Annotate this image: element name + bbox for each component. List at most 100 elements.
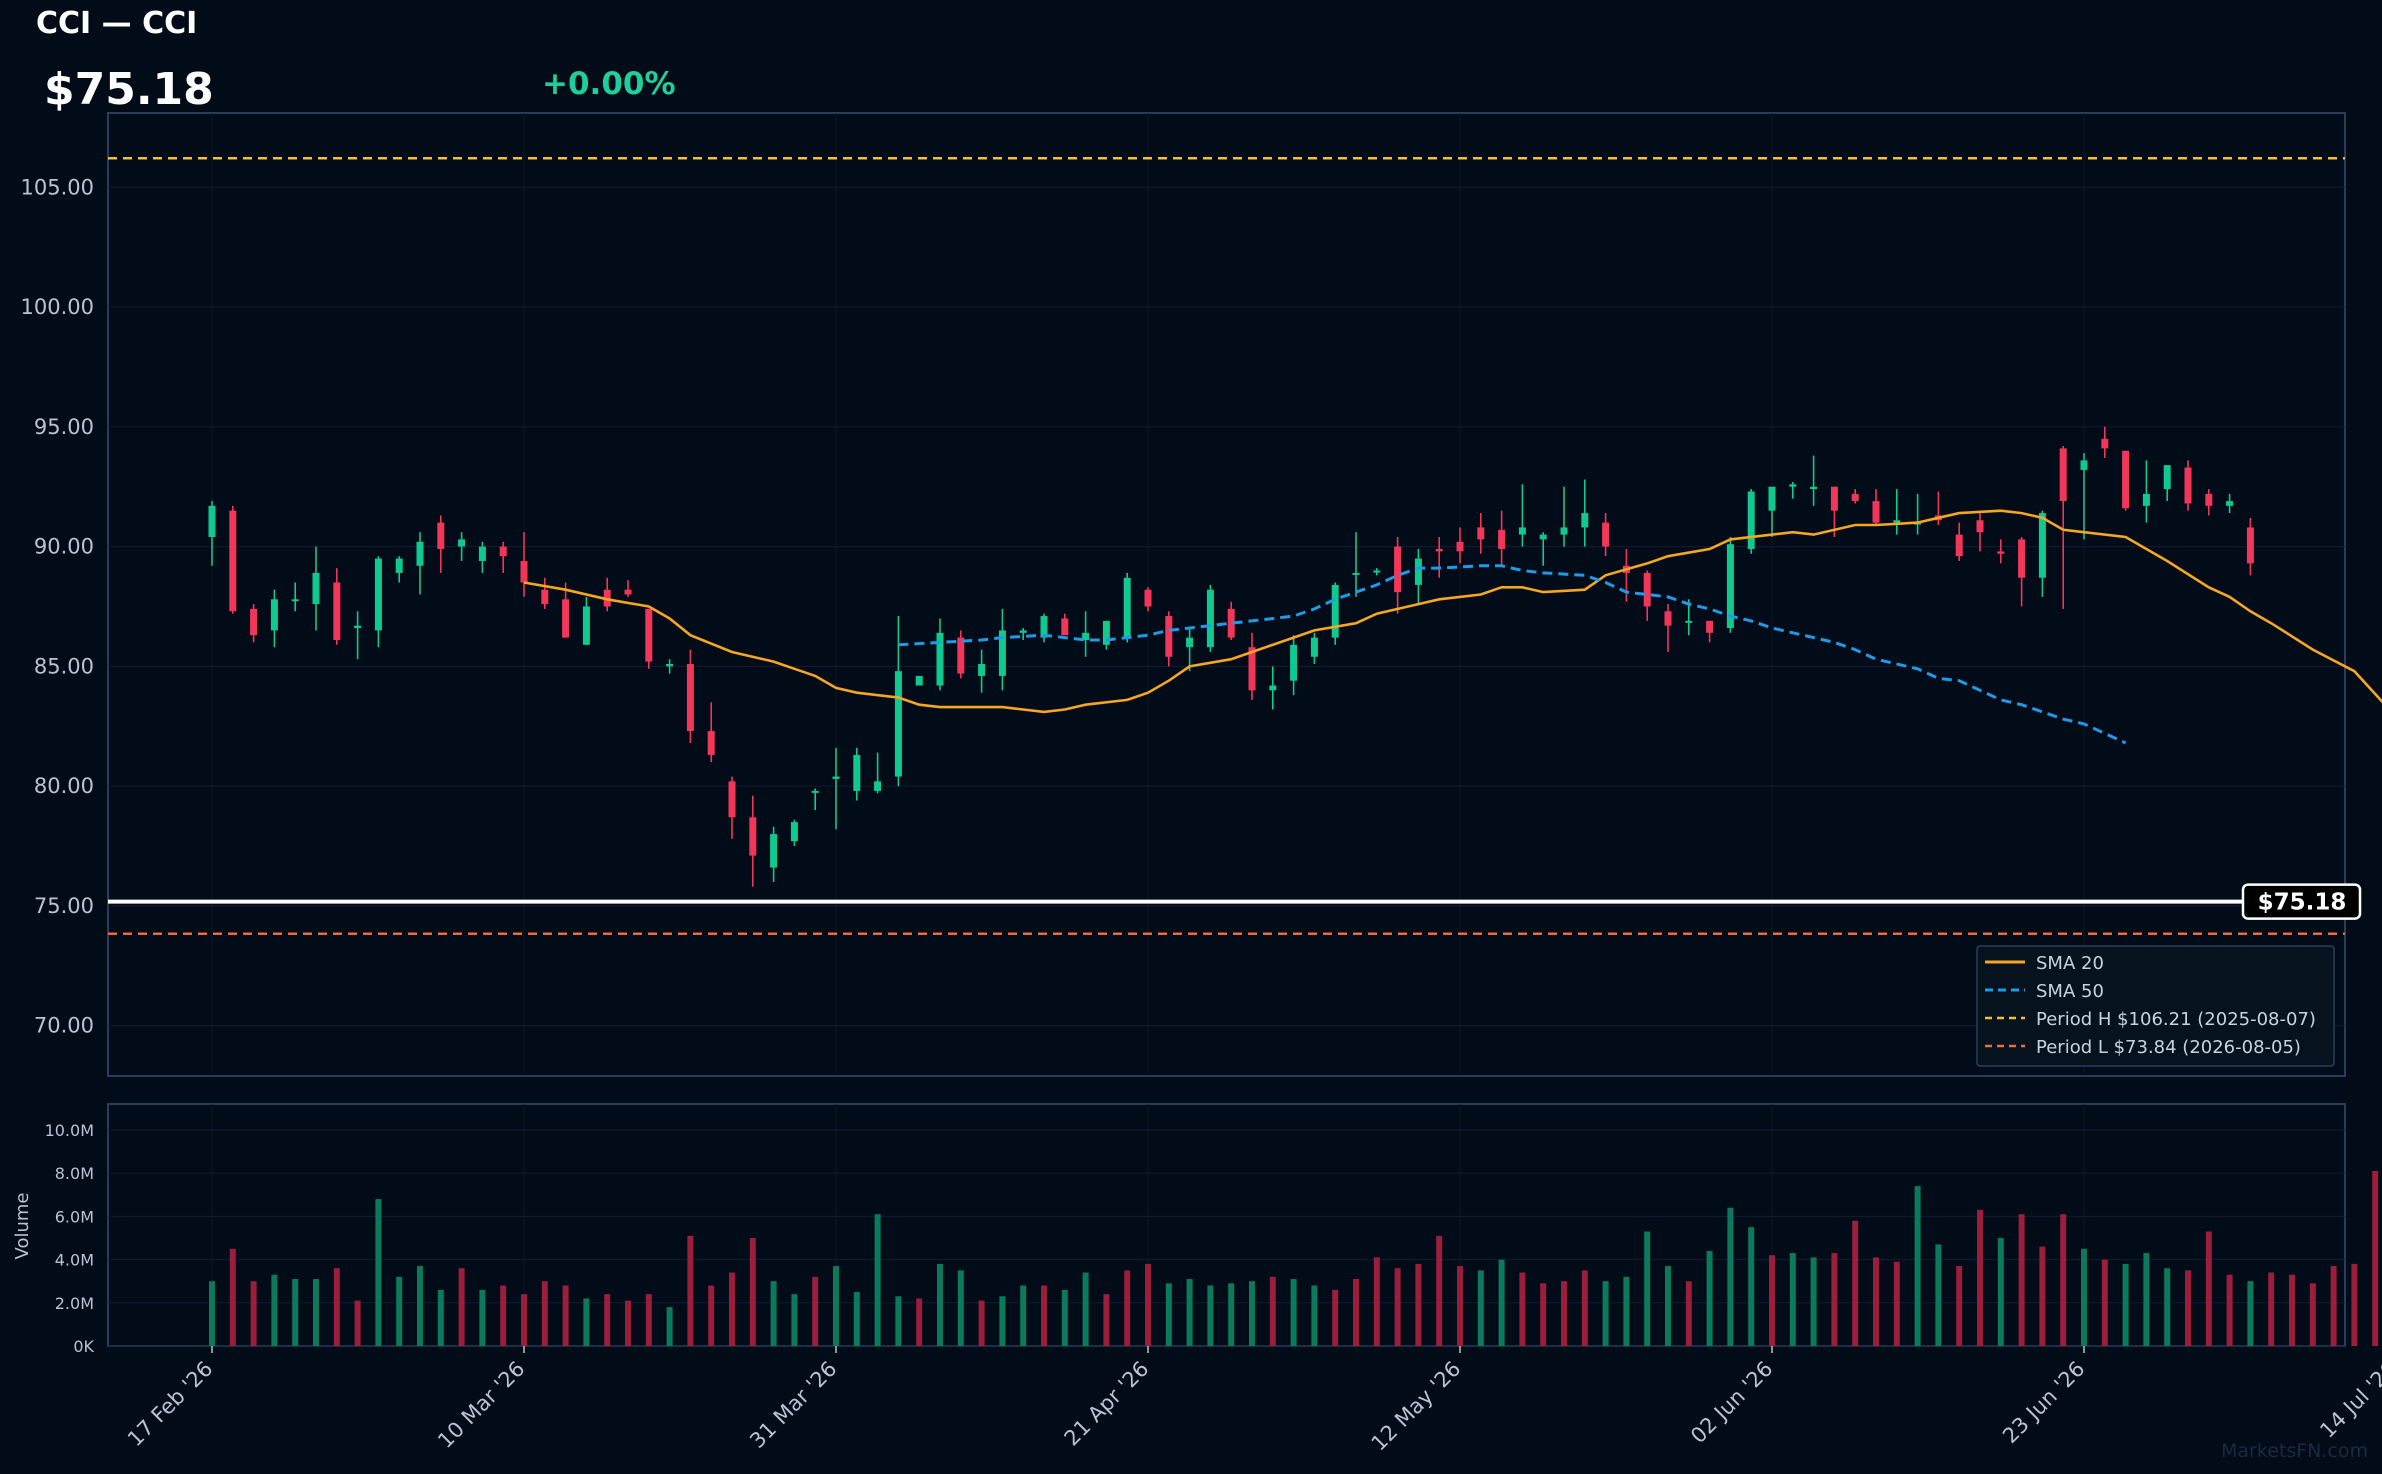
date-tick-label: 12 May '26 xyxy=(1367,1357,1466,1456)
volume-bar xyxy=(1186,1279,1193,1346)
volume-bar xyxy=(1727,1207,1734,1346)
volume-bar xyxy=(562,1285,569,1346)
legend-sma20: SMA 20 xyxy=(2036,953,2104,974)
volume-bar xyxy=(1145,1263,1151,1346)
candle-body xyxy=(1997,551,2005,554)
volume-bar xyxy=(833,1266,839,1346)
volume-bar xyxy=(1831,1253,1838,1346)
candle-body xyxy=(208,505,216,538)
candle-body xyxy=(582,606,590,645)
volume-bar xyxy=(1041,1285,1047,1346)
candle-body xyxy=(1082,632,1090,641)
candle-body xyxy=(832,776,840,779)
candle-body xyxy=(1602,522,1610,547)
candle xyxy=(2101,426,2109,458)
sma50-line xyxy=(898,564,2127,745)
candle xyxy=(1581,479,1589,547)
volume-bar xyxy=(1061,1289,1068,1346)
price-tick-label: 95.00 xyxy=(34,415,94,439)
candle-body xyxy=(1019,630,1027,633)
candle xyxy=(1560,486,1568,547)
volume-bar xyxy=(1353,1279,1359,1346)
last-price-tag: $75.18 xyxy=(2241,883,2362,920)
price-tick-label: 85.00 xyxy=(34,654,94,678)
candle-body xyxy=(499,546,507,557)
candle xyxy=(2059,445,2067,609)
volume-tick-label: 0K xyxy=(73,1337,94,1356)
candle-body xyxy=(1144,589,1152,607)
candle-body xyxy=(1373,570,1381,573)
candle-body xyxy=(2205,493,2213,506)
candle xyxy=(790,819,798,847)
candle xyxy=(936,618,944,691)
volume-bar xyxy=(1249,1281,1255,1346)
last-price-label: $75.18 xyxy=(2258,890,2347,916)
candle xyxy=(978,649,986,693)
candle-body xyxy=(1248,647,1256,691)
volume-bar xyxy=(250,1281,257,1346)
volume-bar xyxy=(521,1294,527,1346)
volume-bar xyxy=(2101,1259,2108,1346)
candle-body xyxy=(770,834,778,868)
candle-body xyxy=(874,781,882,791)
volume-bar xyxy=(1394,1268,1401,1346)
candle xyxy=(437,515,445,573)
volume-bar xyxy=(604,1294,611,1346)
candle xyxy=(1893,489,1901,535)
candle xyxy=(354,611,362,660)
candle-body xyxy=(291,599,299,602)
volume-bar xyxy=(2164,1268,2171,1346)
volume-bar xyxy=(1748,1227,1755,1346)
volume-bar xyxy=(1436,1235,1443,1346)
candle-body xyxy=(1310,637,1318,657)
candle xyxy=(270,589,278,648)
volume-bar xyxy=(978,1300,985,1346)
candle-body xyxy=(270,599,278,631)
candle xyxy=(666,659,674,674)
candle xyxy=(2246,517,2254,576)
volume-bar xyxy=(791,1294,798,1346)
volume-bar xyxy=(541,1281,548,1346)
candle-body xyxy=(853,755,861,791)
candle xyxy=(1331,582,1339,645)
legend-period-low: Period L $73.84 (2026-08-05) xyxy=(2036,1037,2301,1058)
candle-body xyxy=(915,675,923,686)
candle-body xyxy=(562,599,570,638)
candle xyxy=(2163,465,2171,502)
legend-sma50: SMA 50 xyxy=(2036,981,2104,1002)
volume-axis: 0K 2.0M 4.0M 6.0M 8.0M 10.0M xyxy=(45,1121,95,1356)
price-tick-label: 100.00 xyxy=(21,295,94,319)
candle xyxy=(624,580,632,597)
volume-bar xyxy=(874,1214,881,1346)
candle xyxy=(1768,486,1776,538)
candle xyxy=(208,501,216,566)
volume-bar xyxy=(1706,1250,1713,1346)
volume-bar xyxy=(2289,1274,2295,1346)
volume-bar xyxy=(1082,1272,1089,1346)
candle-body xyxy=(2101,438,2109,449)
candle-body xyxy=(458,539,466,547)
candle xyxy=(1394,537,1402,614)
candle xyxy=(1664,604,1672,652)
volume-bar xyxy=(209,1281,215,1346)
volume-bar xyxy=(333,1268,340,1346)
volume-bar xyxy=(2247,1281,2254,1346)
candle-body xyxy=(478,546,486,561)
price-tick-label: 75.00 xyxy=(34,894,94,918)
reference-lines xyxy=(108,157,2345,935)
candle xyxy=(1872,489,1880,526)
volume-bar xyxy=(1290,1279,1297,1346)
candle-body xyxy=(1976,520,1984,533)
candle-body xyxy=(728,781,736,818)
candle-body xyxy=(437,522,445,549)
candle xyxy=(2142,460,2150,523)
volume-bar xyxy=(375,1199,382,1346)
volume-bar xyxy=(2205,1231,2212,1346)
candle xyxy=(1477,513,1485,554)
volume-bar xyxy=(708,1285,715,1346)
candle xyxy=(770,826,778,882)
candle xyxy=(395,556,403,583)
candle xyxy=(374,556,382,648)
candle xyxy=(1248,632,1256,700)
candle xyxy=(1352,532,1360,597)
